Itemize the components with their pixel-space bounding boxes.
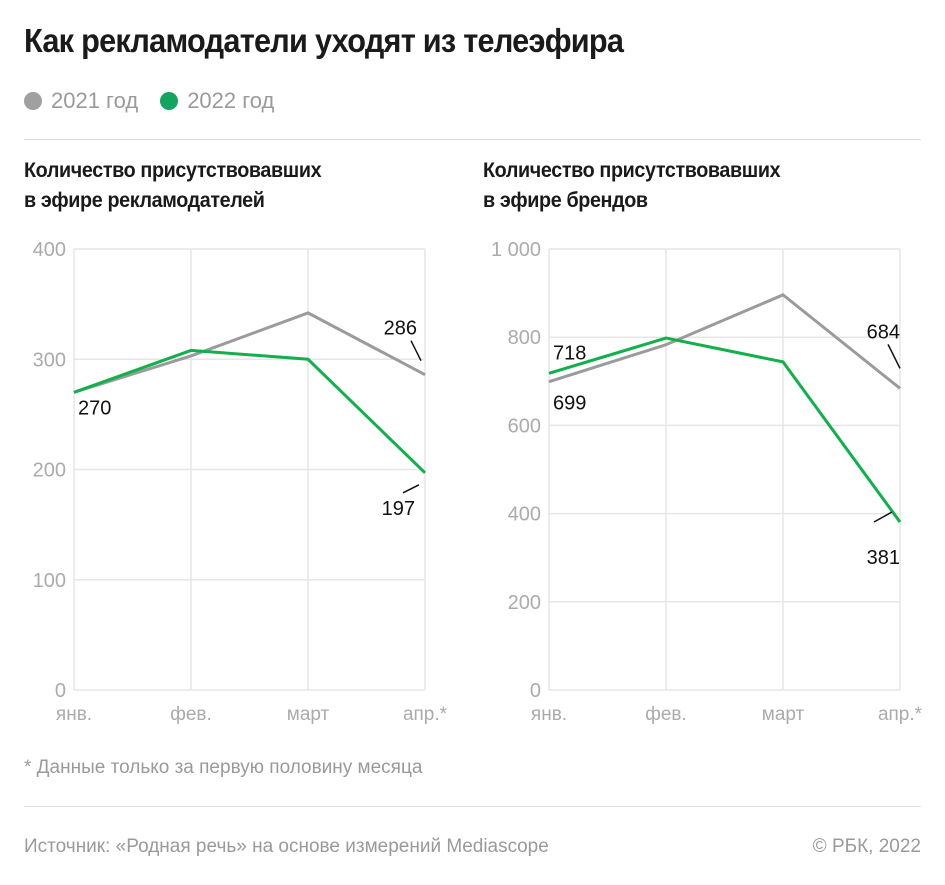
left-ytick-label: 400 xyxy=(33,239,66,261)
right-ytick-label: 600 xyxy=(508,415,541,437)
left-annotation-leader xyxy=(410,340,422,362)
legend: 2021 год 2022 год xyxy=(24,88,296,114)
right-series-line-2022-год xyxy=(548,336,902,523)
top-divider xyxy=(24,139,921,140)
right-xtick-label: март xyxy=(762,704,805,725)
right-xtick-label: янв. xyxy=(531,704,567,725)
left-data-label: 197 xyxy=(382,498,415,520)
legend-item-2021: 2021 год xyxy=(24,88,138,114)
legend-dot-2021-icon xyxy=(24,92,42,110)
chart-title: Как рекламодатели уходят из телеэфира xyxy=(24,22,624,59)
left-data-label: 286 xyxy=(384,318,417,340)
right-ytick-label: 0 xyxy=(530,680,541,702)
left-series-line-2021-год xyxy=(73,311,426,394)
right-series-line-2021-год xyxy=(548,293,901,390)
left-xtick-label: апр.* xyxy=(403,704,448,725)
right-ytick-label: 200 xyxy=(508,592,541,614)
copyright-text: © РБК, 2022 xyxy=(812,836,921,857)
right-data-label: 699 xyxy=(553,393,586,415)
left-chart-subtitle-line2: в эфире рекламодателей xyxy=(24,189,265,212)
legend-item-2022: 2022 год xyxy=(160,88,274,114)
left-xtick-label: янв. xyxy=(56,704,92,725)
legend-label-2021: 2021 год xyxy=(51,88,139,113)
legend-dot-2022-icon xyxy=(160,92,179,110)
footnote: * Данные только за первую половину месяц… xyxy=(24,757,423,778)
right-chart-subtitle-line2: в эфире брендов xyxy=(483,189,648,212)
source-text: Источник: «Родная речь» на основе измере… xyxy=(24,836,549,857)
right-chart-subtitle: Количество присутствовавших в эфире брен… xyxy=(483,156,781,216)
left-ytick-label: 200 xyxy=(33,460,66,482)
right-ytick-label: 1 000 xyxy=(491,239,541,261)
right-ytick-label: 400 xyxy=(508,504,541,526)
right-chart-subtitle-line1: Количество присутствовавших xyxy=(483,159,781,182)
left-chart-subtitle: Количество присутствовавших в эфире рекл… xyxy=(24,156,322,216)
left-xtick-label: март xyxy=(287,704,330,725)
bottom-divider xyxy=(24,806,921,807)
right-annotation-leader xyxy=(887,344,901,369)
right-data-label: 381 xyxy=(867,547,900,569)
left-series-line-2022-год xyxy=(73,348,427,474)
right-xtick-label: фев. xyxy=(645,704,687,725)
right-annotation-leader xyxy=(873,511,893,523)
left-data-label: 270 xyxy=(78,397,111,419)
right-xtick-label: апр.* xyxy=(878,704,923,725)
left-xtick-label: фев. xyxy=(170,704,212,725)
right-data-label: 684 xyxy=(867,321,900,343)
right-data-label: 718 xyxy=(553,342,586,364)
legend-label-2022: 2022 год xyxy=(187,88,275,113)
right-ytick-label: 800 xyxy=(508,327,541,349)
left-annotation-leader xyxy=(402,484,420,494)
left-ytick-label: 100 xyxy=(33,570,66,592)
left-ytick-label: 300 xyxy=(33,349,66,371)
left-chart-subtitle-line1: Количество присутствовавших xyxy=(24,159,322,182)
left-ytick-label: 0 xyxy=(55,680,66,702)
